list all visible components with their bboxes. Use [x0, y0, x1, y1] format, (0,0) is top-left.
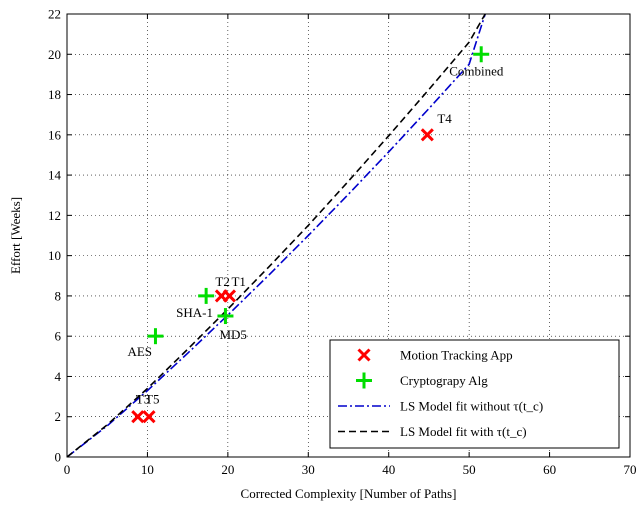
x-tick-label: 30	[302, 462, 315, 477]
marker-t4	[420, 128, 434, 142]
x-marker-stroke	[214, 289, 228, 303]
y-tick-label: 16	[48, 127, 62, 142]
x-marker-stroke	[131, 410, 145, 424]
legend-entry: LS Model fit without τ(t_c)	[400, 399, 543, 414]
marker-md5	[217, 308, 234, 325]
y-tick-label: 18	[48, 87, 61, 102]
point-label-t5: T5	[145, 392, 159, 407]
axis-ticks: 0 10 20 30 40 50 60 70 0 2 4 6 8 10 12 14 16 18 20 22	[48, 7, 637, 478]
marker-combined	[473, 46, 490, 63]
y-tick-label: 20	[48, 47, 61, 62]
legend-entry: Cryptograpy Alg	[400, 373, 488, 388]
legend: Motion Tracking App Cryptograpy Alg LS Mod…	[329, 339, 620, 449]
legend-swatch-plus	[356, 372, 372, 389]
legend-box	[329, 339, 620, 449]
marker-t3	[131, 410, 145, 424]
marker-t5	[142, 410, 156, 424]
marker-t2	[214, 289, 228, 303]
y-tick-label: 4	[55, 369, 62, 384]
y-tick-label: 8	[55, 288, 62, 303]
legend-swatch-x	[357, 348, 371, 362]
point-label-t3: T3	[136, 392, 150, 407]
x-tick-label: 70	[624, 462, 637, 477]
point-label-t4: T4	[437, 111, 452, 126]
legend-entry: Motion Tracking App	[400, 348, 513, 363]
x-tick-label: 50	[463, 462, 476, 477]
y-axis-label: Effort [Weeks]	[8, 197, 23, 274]
y-tick-label: 6	[55, 329, 62, 344]
point-label-md5: MD5	[219, 327, 246, 342]
x-tick-label: 20	[221, 462, 234, 477]
y-tick-label: 10	[48, 248, 61, 263]
fit-line-without-tau	[66, 13, 486, 458]
y-tick-label: 14	[48, 168, 62, 183]
point-label-sha-1: SHA-1	[176, 305, 213, 320]
x-tick-label: 0	[64, 462, 71, 477]
marker-sha-1	[198, 287, 215, 304]
point-label-aes: AES	[127, 344, 152, 359]
x-tick-label: 40	[382, 462, 395, 477]
x-axis-label: Corrected Complexity [Number of Paths]	[241, 486, 457, 501]
legend-entry: LS Model fit with τ(t_c)	[400, 424, 527, 439]
y-tick-label: 22	[48, 7, 61, 22]
y-tick-label: 12	[48, 208, 61, 223]
x-tick-label: 60	[543, 462, 556, 477]
plot-frame	[66, 13, 631, 458]
marker-aes	[147, 328, 164, 345]
point-label-t1: T1	[231, 274, 245, 289]
data-markers	[131, 46, 490, 424]
point-label-combined: Combined	[449, 63, 504, 78]
x-marker-stroke	[420, 128, 434, 142]
y-tick-label: 0	[55, 450, 62, 465]
x-marker-stroke	[142, 410, 156, 424]
point-label-t2: T2	[215, 274, 229, 289]
fit-lines	[66, 13, 486, 458]
x-tick-label: 10	[141, 462, 154, 477]
x-marker-stroke	[357, 348, 371, 362]
y-tick-label: 2	[55, 409, 62, 424]
